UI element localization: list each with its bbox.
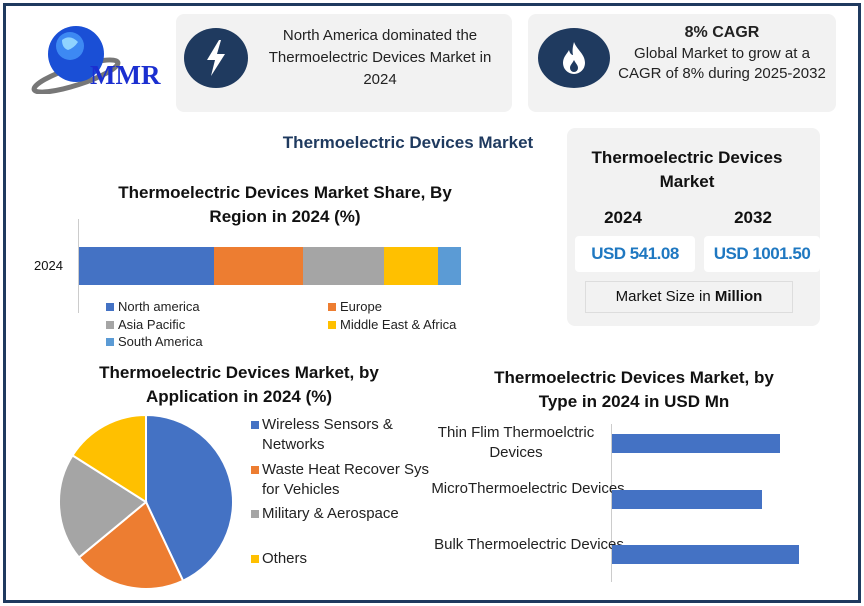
legend-label: Wireless Sensors & Networks — [262, 416, 393, 453]
bar-segment-south-america — [437, 247, 462, 285]
type-chart-title: Thermoelectric Devices Market, by Type i… — [494, 368, 774, 411]
type-label-thin-film: Thin Flim Thermoelctric Devices — [437, 424, 595, 461]
region-axis — [78, 219, 79, 313]
infographic-frame — [3, 3, 861, 603]
pie-legend-others: Others — [251, 549, 442, 569]
market-size-title: Thermoelectric Devices Market — [591, 148, 783, 191]
bar-segment-europe — [214, 247, 303, 285]
type-bar-3 — [612, 545, 799, 564]
year-2032: 2032 — [734, 208, 772, 227]
cagr-text: Global Market to grow at a CAGR of 8% du… — [618, 45, 826, 82]
legend-europe: Europe — [328, 299, 382, 314]
legend-swatch — [251, 466, 259, 474]
region-stacked-bar — [79, 247, 465, 285]
unit-prefix: Market Size in — [615, 288, 715, 305]
pie-legend-wireless: Wireless Sensors & Networks — [251, 415, 422, 455]
pie-legend-military: Military & Aerospace — [251, 504, 442, 524]
year-2024: 2024 — [604, 208, 642, 227]
legend-label: Europe — [340, 299, 382, 314]
type-label-micro: MicroThermoelectric Devices — [431, 480, 625, 497]
legend-label: North america — [118, 299, 200, 314]
highlight-card-cagr: 8% CAGR Global Market to grow at a CAGR … — [528, 14, 836, 112]
pie-slice-military-aerospace — [58, 454, 148, 559]
legend-south-america: South America — [106, 334, 203, 349]
legend-label: Waste Heat Recover Sys for Vehicles — [262, 461, 429, 498]
bar-segment-north-america — [79, 247, 215, 285]
pie-legend-waste-heat: Waste Heat Recover Sys for Vehicles — [251, 460, 442, 500]
value-2032: USD 1001.50 — [704, 236, 820, 272]
pie-slice-waste-heat-recover-sys-for-vehicles — [77, 500, 185, 590]
legend-label: Middle East & Africa — [340, 317, 457, 332]
lightning-icon — [184, 28, 248, 88]
region-category-label: 2024 — [34, 258, 63, 273]
unit-value: Million — [714, 288, 763, 305]
bar-segment-middle-east-africa — [383, 247, 438, 285]
main-title: Thermoelectric Devices Market — [282, 133, 534, 152]
value-2024: USD 541.08 — [575, 236, 695, 272]
region-chart-title: Thermoelectric Devices Market Share, By … — [118, 183, 452, 226]
svg-text:MMR: MMR — [90, 60, 161, 90]
legend-swatch — [106, 320, 114, 329]
mmr-logo: MMR — [26, 22, 166, 95]
legend-swatch — [106, 302, 114, 311]
legend-swatch — [328, 320, 336, 329]
type-bar-2 — [612, 490, 762, 509]
type-axis — [611, 424, 612, 582]
cagr-heading: 8% CAGR — [684, 24, 760, 41]
legend-label: Others — [262, 550, 308, 567]
legend-swatch — [251, 510, 259, 518]
market-size-card: Thermoelectric Devices Market 2024 2032 … — [567, 128, 820, 326]
pie-slice-others — [71, 413, 147, 504]
application-chart-title: Thermoelectric Devices Market, by Applic… — [99, 363, 379, 406]
legend-swatch — [328, 302, 336, 311]
highlight-card-region: North America dominated the Thermoelectr… — [176, 14, 512, 112]
legend-label: Asia Pacific — [118, 317, 186, 332]
type-bars — [612, 424, 812, 582]
legend-asia-pacific: Asia Pacific — [106, 317, 185, 332]
legend-label: Military & Aerospace — [262, 505, 399, 522]
type-bar-1 — [612, 434, 780, 453]
legend-swatch — [251, 555, 259, 563]
legend-north-america: North america — [106, 299, 200, 314]
type-label-bulk: Bulk Thermoelectric Devices — [434, 536, 624, 553]
flame-icon — [538, 28, 610, 88]
bar-segment-asia-pacific — [302, 247, 384, 285]
pie-slice-wireless-sensors-networks — [145, 413, 234, 583]
legend-swatch — [251, 421, 259, 429]
legend-swatch — [106, 337, 114, 346]
market-size-unit: Market Size in Million — [585, 281, 793, 313]
application-pie-chart — [58, 413, 234, 590]
legend-mea: Middle East & Africa — [328, 317, 456, 332]
legend-label: South America — [118, 334, 203, 349]
highlight-text: North America dominated the Thermoelectr… — [268, 27, 492, 88]
globe-logo-icon: MMR — [31, 26, 161, 95]
